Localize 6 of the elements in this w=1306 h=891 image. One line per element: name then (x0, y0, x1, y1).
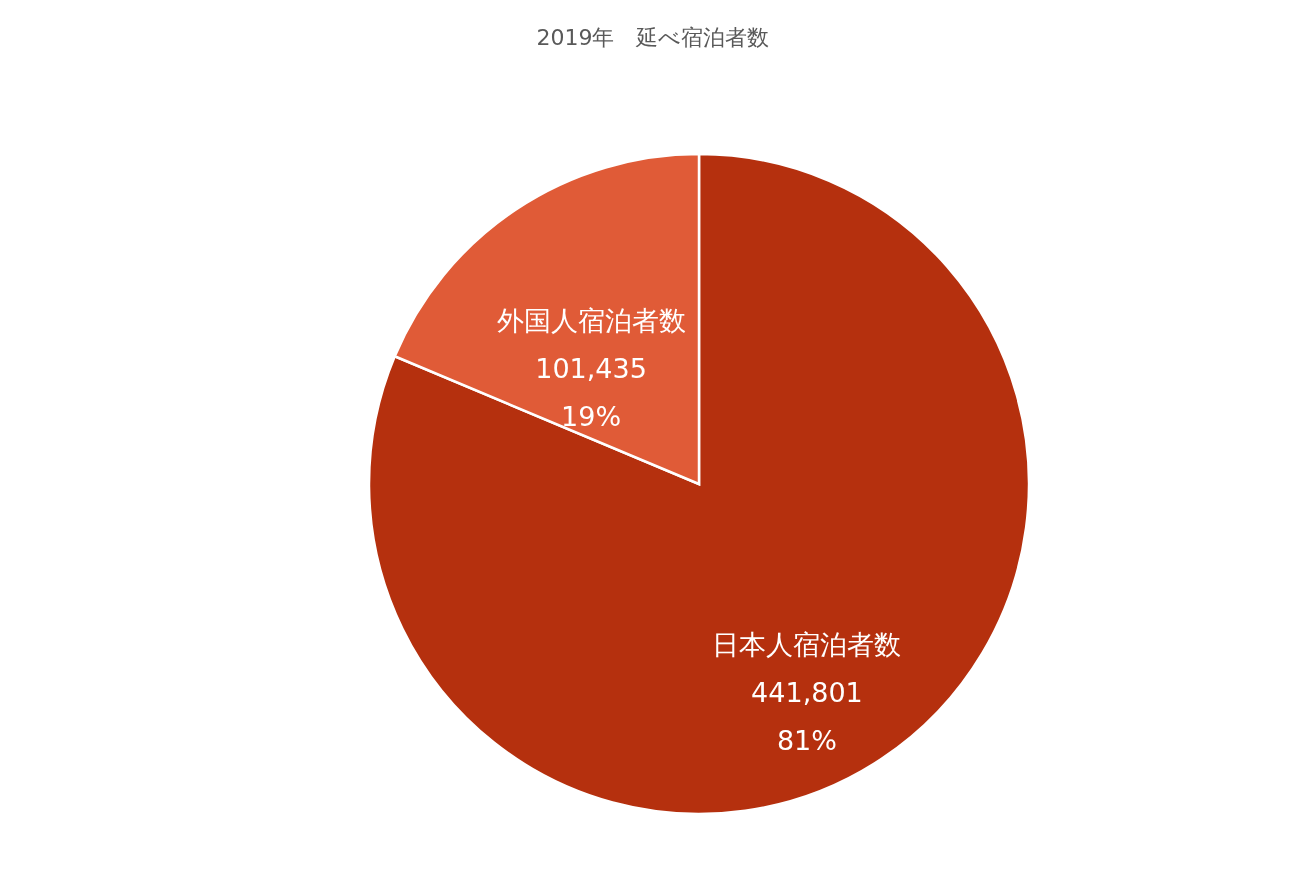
pie-slice (367, 152, 1031, 815)
data-label: 441,801 81% (751, 677, 863, 757)
slice-label: 日本人宿泊者数 (712, 629, 902, 661)
chart-title: 2019年 延べ宿泊者数 (536, 25, 770, 50)
slice-label: 外国人宿泊者数 (496, 304, 686, 336)
data-label: 101,435 19% (535, 352, 647, 432)
